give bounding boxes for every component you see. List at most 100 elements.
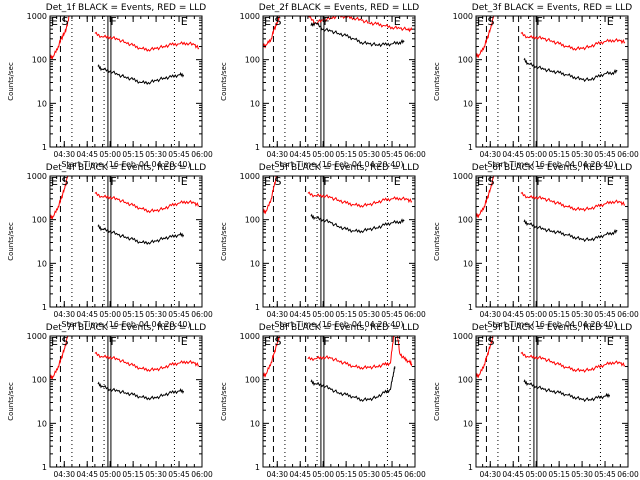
x-axis-label: Start Time (16-Feb-04 04:20:40) [61, 320, 190, 329]
x-axis-label: Start Time (16-Feb-04 04:20:40) [274, 320, 403, 329]
lld-series-pre [263, 176, 278, 215]
y-tick-label: 10 [250, 419, 260, 428]
x-tick-label: 04:30 [266, 470, 288, 479]
y-tick-label: 10 [37, 419, 47, 428]
lld-series-pre [263, 336, 280, 378]
x-tick-label: 05:15 [548, 310, 570, 319]
events-series [97, 224, 185, 246]
panel-4: Det_4f BLACK = Events, RED = LLD Counts/s… [7, 163, 213, 329]
time-marker-label: E [51, 15, 58, 28]
y-tick-label: 1 [468, 303, 473, 312]
x-axis-label: Start Time (16-Feb-04 04:20:40) [274, 160, 403, 169]
x-tick-label: 06:00 [617, 310, 639, 319]
time-marker-label: E [394, 335, 401, 348]
x-tick-label: 05:15 [122, 470, 144, 479]
lld-series-post [520, 31, 626, 51]
lld-series-pre [476, 336, 494, 379]
x-tick-label: 04:45 [502, 150, 524, 159]
x-axis-label: Start Time (16-Feb-04 04:20:40) [61, 160, 190, 169]
x-tick-label: 05:00 [99, 310, 121, 319]
lld-series-pre [263, 16, 280, 49]
x-tick-label: 05:30 [571, 150, 593, 159]
x-tick-label: 06:00 [617, 470, 639, 479]
x-tick-label: 05:45 [381, 150, 403, 159]
x-tick-label: 04:30 [53, 470, 75, 479]
x-tick-label: 04:45 [76, 310, 98, 319]
panel-title: Det_4f BLACK = Events, RED = LLD [46, 163, 206, 173]
x-tick-label: 05:45 [168, 470, 190, 479]
plot-frame [475, 15, 629, 148]
x-tick-label: 04:45 [289, 470, 311, 479]
lld-series-post [94, 351, 200, 372]
x-tick-label: 06:00 [404, 470, 426, 479]
time-marker-label: S [61, 175, 68, 188]
y-tick-label: 100 [458, 56, 473, 65]
panel-7: Det_7f BLACK = Events, RED = LLD Counts/s… [7, 323, 213, 479]
panel-title: Det_2f BLACK = Events, RED = LLD [259, 3, 419, 13]
y-tick-label: 1000 [240, 332, 260, 341]
x-tick-label: 05:30 [358, 470, 380, 479]
time-marker-label: E [477, 175, 484, 188]
x-tick-label: 05:00 [525, 310, 547, 319]
lld-series-post [520, 191, 626, 212]
panel-8: Det_8f BLACK = Events, RED = LLD Counts/s… [220, 323, 426, 479]
y-tick-label: 10 [463, 99, 473, 108]
y-axis-label: Counts/sec [433, 62, 441, 101]
x-tick-label: 05:30 [145, 310, 167, 319]
events-series [97, 64, 185, 86]
x-tick-label: 05:30 [358, 150, 380, 159]
y-axis-label: Counts/sec [220, 62, 228, 101]
time-marker-label: S [274, 15, 281, 28]
x-tick-label: 05:45 [594, 150, 616, 159]
x-tick-label: 04:45 [502, 310, 524, 319]
x-tick-label: 05:45 [594, 470, 616, 479]
y-tick-label: 10 [250, 259, 260, 268]
y-tick-label: 100 [458, 216, 473, 225]
panel-1: Det_1f BLACK = Events, RED = LLD Counts/s… [7, 3, 213, 169]
panel-9: Det_9f BLACK = Events, RED = LLD Counts/s… [433, 323, 639, 479]
x-tick-label: 04:45 [76, 470, 98, 479]
x-tick-label: 06:00 [191, 150, 213, 159]
y-axis-label: Counts/sec [433, 222, 441, 261]
y-tick-label: 10 [250, 99, 260, 108]
x-tick-label: 05:15 [122, 150, 144, 159]
x-tick-label: 06:00 [191, 470, 213, 479]
time-marker-label: S [274, 175, 281, 188]
x-tick-label: 06:00 [191, 310, 213, 319]
events-series [310, 366, 396, 402]
lld-series-post [94, 31, 200, 52]
time-marker-label: F [110, 175, 116, 188]
x-tick-label: 05:30 [571, 470, 593, 479]
x-tick-label: 05:00 [312, 470, 334, 479]
x-tick-label: 05:00 [312, 310, 334, 319]
y-tick-label: 1000 [27, 332, 47, 341]
panel-title: Det_9f BLACK = Events, RED = LLD [472, 323, 632, 333]
time-marker-label: E [394, 175, 401, 188]
panel-title: Det_8f BLACK = Events, RED = LLD [259, 323, 419, 333]
x-tick-label: 05:45 [168, 310, 190, 319]
x-tick-label: 05:45 [381, 470, 403, 479]
plot-frame [475, 335, 629, 468]
x-tick-label: 05:45 [594, 310, 616, 319]
events-series [97, 381, 185, 401]
events-series [523, 57, 618, 83]
x-tick-label: 06:00 [617, 150, 639, 159]
y-tick-label: 100 [32, 56, 47, 65]
time-marker-label: E [394, 15, 401, 28]
x-tick-label: 04:30 [479, 470, 501, 479]
y-axis-label: Counts/sec [433, 382, 441, 421]
x-tick-label: 05:00 [312, 150, 334, 159]
x-tick-label: 05:15 [335, 310, 357, 319]
x-tick-label: 05:30 [358, 310, 380, 319]
x-tick-label: 04:30 [53, 150, 75, 159]
lld-series-pre [50, 336, 69, 381]
x-tick-label: 05:15 [122, 310, 144, 319]
y-axis-label: Counts/sec [7, 382, 15, 421]
lld-series-pre [50, 16, 70, 61]
time-marker-label: S [487, 175, 494, 188]
x-tick-label: 05:15 [335, 150, 357, 159]
